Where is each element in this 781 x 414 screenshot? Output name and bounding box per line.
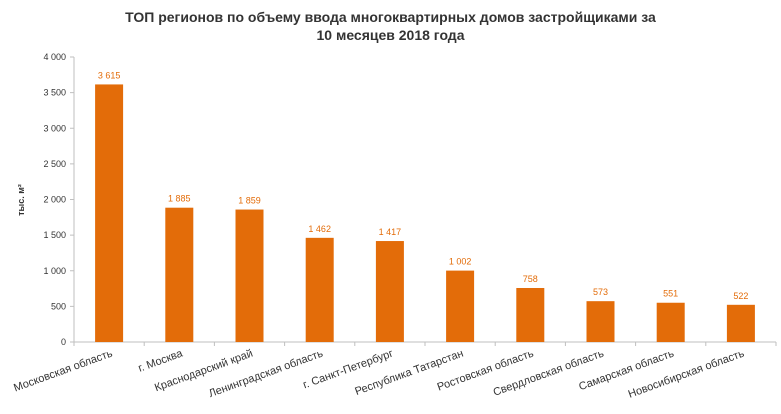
category-label: Ленинградская область (207, 347, 325, 400)
data-label: 1 462 (308, 224, 331, 234)
bar (516, 287, 545, 342)
y-tick-label: 2 500 (43, 159, 66, 169)
data-label: 551 (663, 289, 678, 299)
chart-data-labels: 3 615 1 885 1 859 1 462 1 417 1 002 758 573 551 5… (98, 70, 749, 300)
data-label: 573 (593, 287, 608, 297)
category-label: Новосибирская область (627, 347, 746, 400)
chart-bars (95, 84, 755, 343)
y-tick-label: 1 000 (43, 266, 66, 276)
bar (95, 84, 124, 343)
bar (375, 241, 404, 342)
y-axis-label: тыс. м² (16, 184, 26, 216)
y-tick-label: 3 500 (43, 88, 66, 98)
chart-title: ТОП регионов по объему ввода многокварти… (0, 8, 781, 44)
bar (305, 237, 334, 342)
data-label: 758 (523, 274, 538, 284)
y-tick-label: 3 000 (43, 123, 66, 133)
data-label: 1 002 (449, 257, 472, 267)
y-tick-label: 4 000 (43, 52, 66, 62)
data-label: 1 859 (238, 196, 261, 206)
category-label: г. Москва (137, 347, 185, 374)
category-label: Московская область (12, 347, 114, 394)
chart-category-labels: Московская область г. МоскваКраснодарский… (12, 347, 746, 400)
chart-title-line-2: 10 месяцев 2018 года (316, 27, 465, 43)
data-label: 3 615 (98, 70, 121, 80)
bar (726, 304, 755, 342)
y-tick-label: 0 (61, 337, 66, 347)
y-tick-label: 1 500 (43, 230, 66, 240)
data-label: 1 417 (379, 227, 402, 237)
bar (235, 209, 264, 342)
y-tick-label: 500 (51, 301, 66, 311)
bar (586, 301, 615, 342)
bar (656, 302, 685, 342)
y-tick-label: 2 000 (43, 195, 66, 205)
bar (446, 270, 475, 342)
bar (165, 207, 194, 342)
data-label: 522 (733, 291, 748, 301)
chart-title-line-1: ТОП регионов по объему ввода многокварти… (125, 9, 656, 25)
data-label: 1 885 (168, 194, 191, 204)
